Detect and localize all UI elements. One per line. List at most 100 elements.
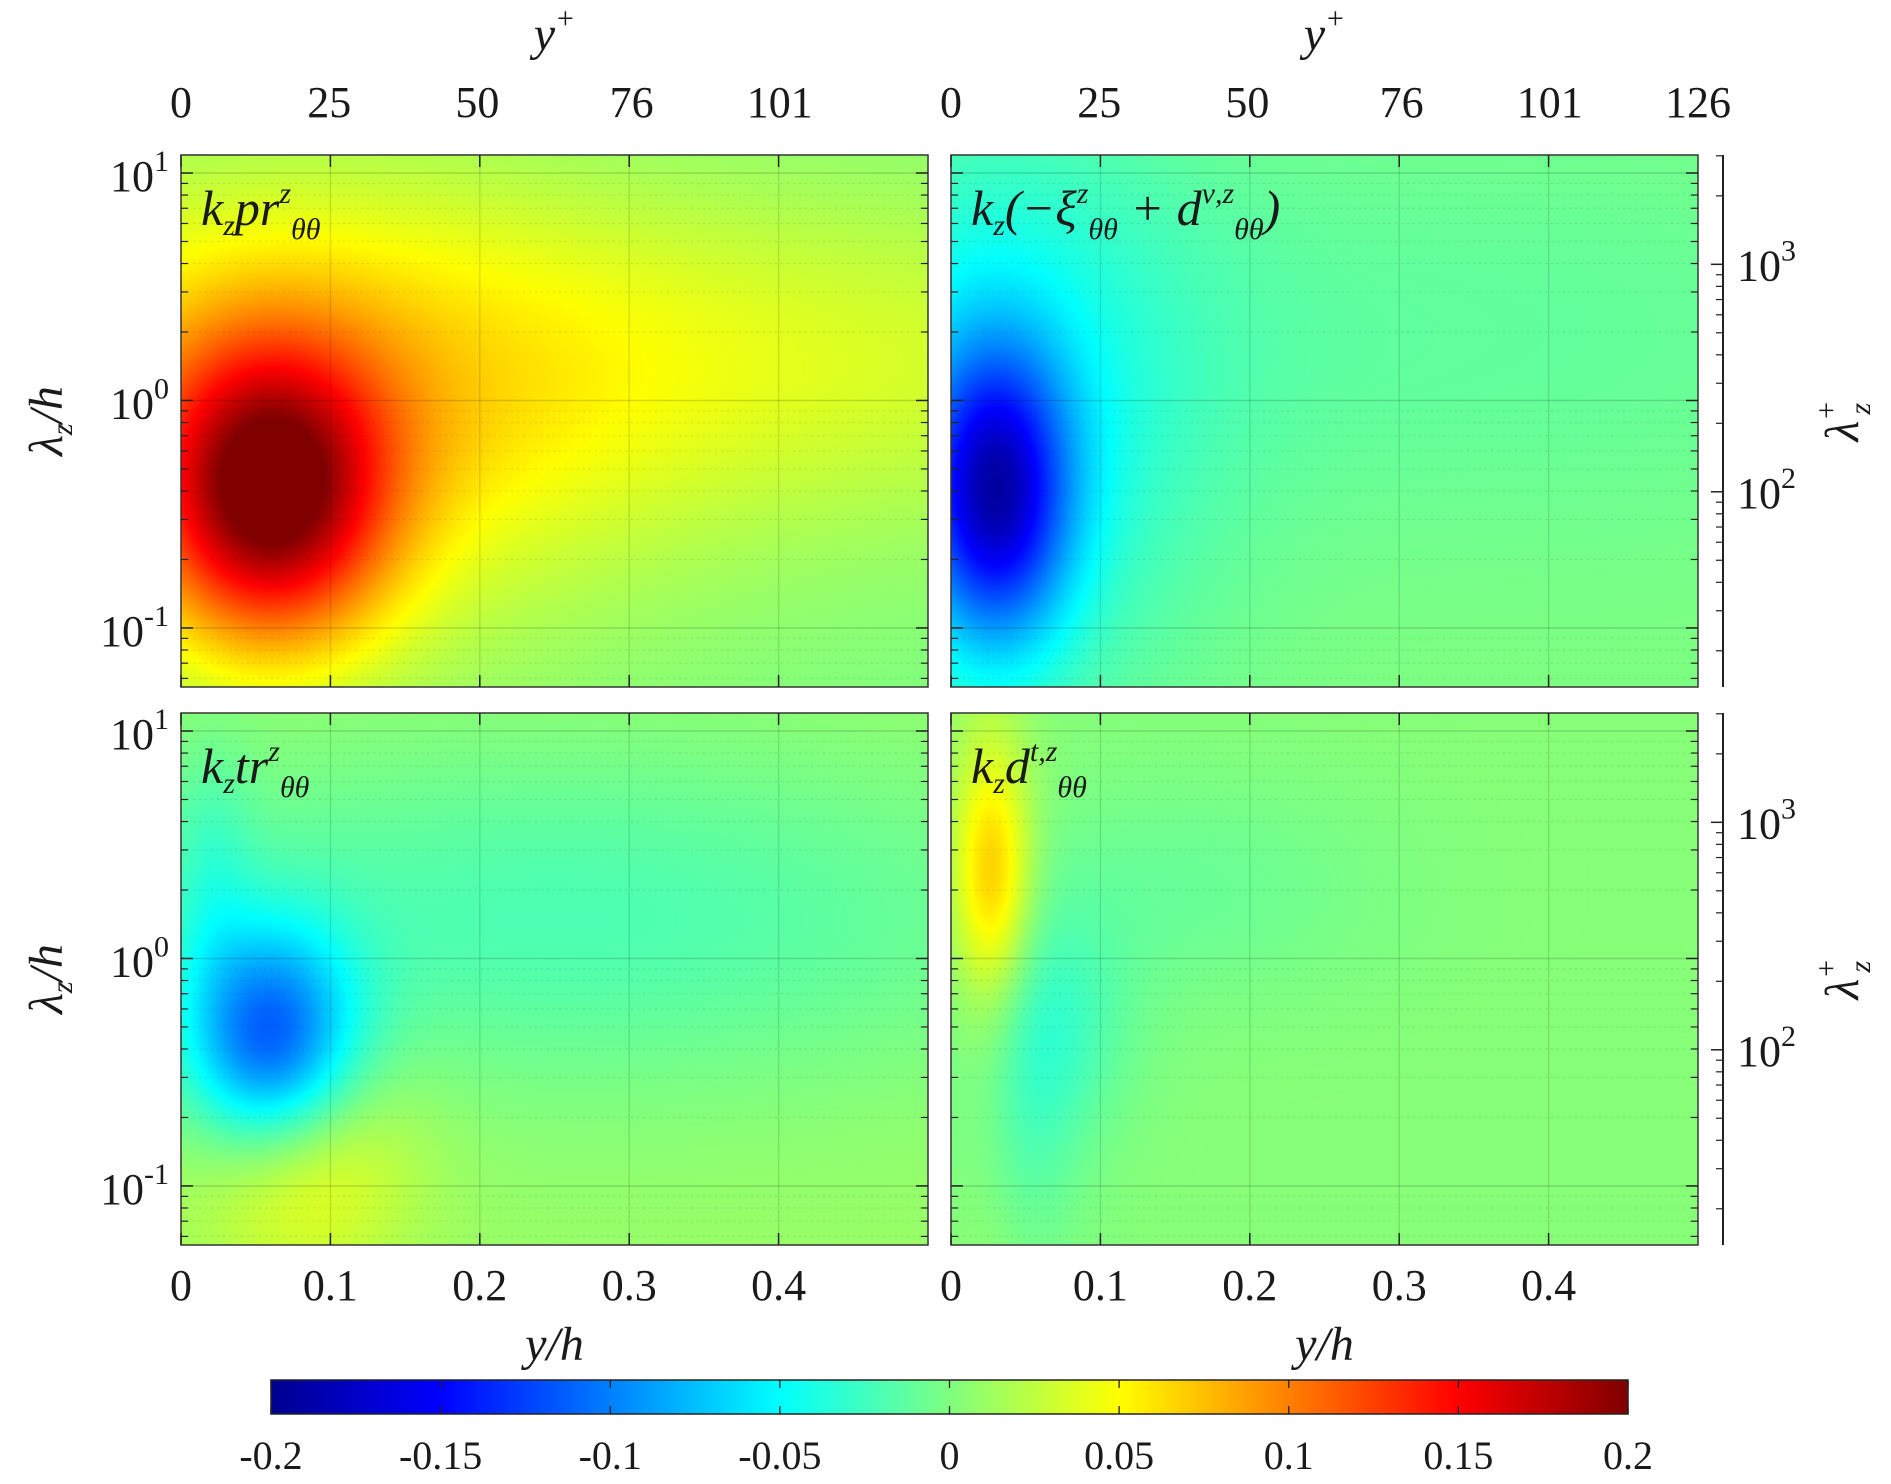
title-sup: z xyxy=(278,177,291,210)
colorbar-tick-label: 0 xyxy=(940,1433,960,1478)
panel-dissipation: kz(−ξzθθ + dν,zθθ) xyxy=(950,154,1699,688)
tick-base: 10 xyxy=(1737,469,1781,518)
tick-base: 10 xyxy=(100,607,144,656)
title-part: k xyxy=(971,180,994,236)
label-main: λ xyxy=(20,993,73,1016)
tick-base: 10 xyxy=(110,710,154,759)
top-tick-label: 25 xyxy=(1077,78,1121,127)
right-tick-label: 103 xyxy=(1737,792,1796,848)
label-main: λ xyxy=(1816,979,1869,1002)
tick-base: 10 xyxy=(1737,241,1781,290)
title-sub: z xyxy=(222,209,235,242)
tick-base: 10 xyxy=(110,937,154,986)
heatmap-transfer xyxy=(181,713,928,1245)
tick-exp: -1 xyxy=(144,600,169,633)
x-tick-label: 0.3 xyxy=(1372,1261,1427,1310)
heatmap-dissipation xyxy=(951,155,1698,687)
y-axis-label: λz/h xyxy=(20,944,79,1016)
y-tick-label: 100 xyxy=(110,930,169,986)
title-part: ) xyxy=(1261,180,1281,236)
label-main: y xyxy=(520,1318,547,1371)
top-tick-label: 25 xyxy=(307,78,351,127)
panel-turbulent_diffusion: kzdt,z θθ xyxy=(950,712,1699,1246)
colorbar-tick-label: -0.1 xyxy=(579,1433,642,1478)
label-main: y xyxy=(1299,8,1326,61)
right-tick-label: 103 xyxy=(1737,234,1796,290)
x-tick-label: 0 xyxy=(940,1261,962,1310)
y-tick-label: 10-1 xyxy=(100,600,169,656)
colorbar: -0.2 -0.15 -0.1 -0.05 0 0.05 0.1 0.15 0.2 xyxy=(239,1379,1653,1478)
x-tick-label: 0.2 xyxy=(1222,1261,1277,1310)
title-part: k xyxy=(201,738,224,794)
panel-title: kz(−ξzθθ + dν,zθθ) xyxy=(971,177,1280,246)
tick-base: 10 xyxy=(110,379,154,428)
top-tick-label: 76 xyxy=(610,78,654,127)
top-tick-label: 126 xyxy=(1665,78,1731,127)
label-sup: + xyxy=(555,2,575,35)
right-axis-label: λ+z xyxy=(1810,958,1877,1001)
label-main: y xyxy=(529,8,556,61)
x-tick-label: 0.4 xyxy=(751,1261,806,1310)
y-tick-label: 101 xyxy=(110,703,169,759)
title-sub: θθ xyxy=(291,213,321,246)
top-axis-label: y+ xyxy=(1299,2,1346,61)
tick-base: 10 xyxy=(1737,799,1781,848)
tick-exp: 3 xyxy=(1781,792,1796,825)
x-tick-label: 0.4 xyxy=(1521,1261,1576,1310)
tick-exp: 0 xyxy=(154,372,169,405)
x-tick-label: 0.3 xyxy=(602,1261,657,1310)
label-sub: z xyxy=(1844,960,1877,973)
y-tick-label: 100 xyxy=(110,372,169,428)
label-sub: z xyxy=(46,423,79,436)
title-sup: z xyxy=(1076,177,1089,210)
y-tick-label: 10-1 xyxy=(100,1158,169,1214)
title-sub: θθ xyxy=(280,771,310,804)
title-part: k xyxy=(971,738,994,794)
tick-exp: 3 xyxy=(1781,234,1796,267)
label-slash: / xyxy=(1313,1318,1333,1371)
title-sup: t,z xyxy=(1030,735,1058,768)
colorbar-tick-label: 0.2 xyxy=(1603,1433,1653,1478)
title-part: + d xyxy=(1118,180,1203,236)
top-tick-label: 0 xyxy=(940,78,962,127)
top-axis-label: y+ xyxy=(529,2,576,61)
tick-exp: 2 xyxy=(1781,462,1796,495)
tick-exp: 2 xyxy=(1781,1020,1796,1053)
x-tick-label: 0.1 xyxy=(303,1261,358,1310)
tick-exp: 1 xyxy=(154,703,169,736)
heatmap-production xyxy=(181,155,928,687)
label-sup: + xyxy=(1810,958,1843,978)
title-part: (−ξ xyxy=(1005,180,1077,236)
title-sub: z xyxy=(222,767,235,800)
title-sup: z xyxy=(267,735,280,768)
title-sub: z xyxy=(992,767,1005,800)
title-sub: θθ xyxy=(1057,771,1087,804)
panel-frame xyxy=(950,154,1699,688)
label-sub: z xyxy=(46,981,79,994)
top-tick-label: 101 xyxy=(1517,78,1583,127)
panel-title: kztrzθθ xyxy=(201,735,310,804)
label-tail: /h xyxy=(20,944,73,984)
panel-frame xyxy=(950,712,1699,1246)
colorbar-tick-label: -0.05 xyxy=(738,1433,821,1478)
label-sub: h xyxy=(560,1318,584,1371)
top-tick-label: 101 xyxy=(747,78,813,127)
colorbar-tick-label: 0.1 xyxy=(1264,1433,1314,1478)
right-tick-label: 102 xyxy=(1737,462,1796,518)
tick-base: 10 xyxy=(100,1165,144,1214)
tick-exp: 1 xyxy=(154,145,169,178)
title-part: d xyxy=(1005,738,1031,794)
tick-base: 10 xyxy=(110,152,154,201)
panels-layer: kzprzθθ kz(−ξzθθ + dν,zθθ)kztrzθθ kzdt,zθθ xyxy=(180,154,1699,1246)
title-part: k xyxy=(201,180,224,236)
top-tick-label: 50 xyxy=(455,78,499,127)
panel-transfer: kztrzθθ xyxy=(180,712,929,1246)
colorbar-tick-label: -0.15 xyxy=(399,1433,482,1478)
title-sub: θθ xyxy=(1088,213,1118,246)
label-main: λ xyxy=(1816,421,1869,444)
x-tick-label: 0.1 xyxy=(1073,1261,1128,1310)
top-tick-label: 0 xyxy=(170,78,192,127)
y-tick-label: 101 xyxy=(110,145,169,201)
right-tick-label: 102 xyxy=(1737,1020,1796,1076)
label-tail: /h xyxy=(20,386,73,426)
